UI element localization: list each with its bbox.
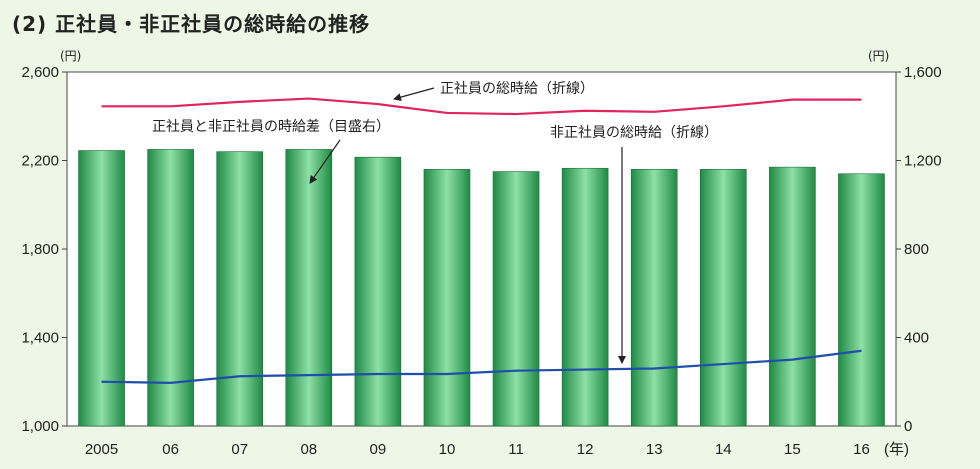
x-tick-label: 15: [784, 441, 801, 458]
y-left-tick-label: 1,000: [21, 418, 59, 435]
y-right-tick-label: 800: [904, 241, 929, 258]
bar-11: [492, 171, 540, 427]
legend-label-regular: 正社員の総時給（折線）: [440, 81, 594, 97]
bar-15: [769, 166, 816, 427]
bar-06: [147, 149, 194, 427]
y-right-tick-label: 1,600: [904, 64, 942, 81]
bar-14: [699, 169, 747, 427]
bar-16: [838, 173, 885, 427]
x-tick-label: 10: [439, 441, 456, 458]
bar-07: [216, 151, 264, 427]
line-nonregular-wage: [101, 349, 862, 384]
bar-13: [630, 169, 678, 427]
legend-label-nonregular: 非正社員の総時給（折線）: [550, 125, 718, 141]
y-left-tick-label: 1,400: [21, 330, 59, 347]
x-tick-label: 2005: [85, 441, 118, 458]
bar-12: [561, 167, 609, 427]
x-axis-unit: (年): [884, 441, 909, 458]
legend-arrow-gap: [309, 139, 341, 184]
y-left-tick-label: 2,600: [21, 64, 59, 81]
x-tick-label: 08: [300, 441, 317, 458]
x-tick-label: 16: [853, 441, 870, 458]
chart-title: (2) 正社員・非正社員の総時給の推移: [12, 12, 371, 36]
bar-10: [423, 169, 471, 427]
line-regular-wage: [101, 97, 862, 116]
y-left-tick-label: 1,800: [21, 241, 59, 258]
x-tick-label: 07: [231, 441, 248, 458]
bar-2005: [78, 150, 125, 427]
x-tick-label: 12: [577, 441, 594, 458]
y-right-tick-label: 1,200: [904, 153, 942, 170]
x-tick-label: 09: [370, 441, 387, 458]
x-tick-label: 06: [162, 441, 179, 458]
bar-09: [354, 156, 402, 427]
bar-08: [285, 149, 333, 427]
legend-arrow-regular: [393, 87, 435, 102]
x-tick-label: 14: [715, 441, 732, 458]
x-tick-label: 11: [508, 441, 524, 458]
right-axis-unit: (円): [868, 49, 889, 63]
y-right-tick-label: 0: [904, 418, 912, 435]
x-tick-label: 13: [646, 441, 663, 458]
legend-label-gap: 正社員と非正社員の時給差（目盛右）: [152, 119, 390, 135]
left-axis-unit: (円): [60, 49, 81, 63]
plot-area: [66, 71, 897, 427]
y-right-tick-label: 400: [904, 330, 929, 347]
y-left-tick-label: 2,200: [21, 153, 59, 170]
